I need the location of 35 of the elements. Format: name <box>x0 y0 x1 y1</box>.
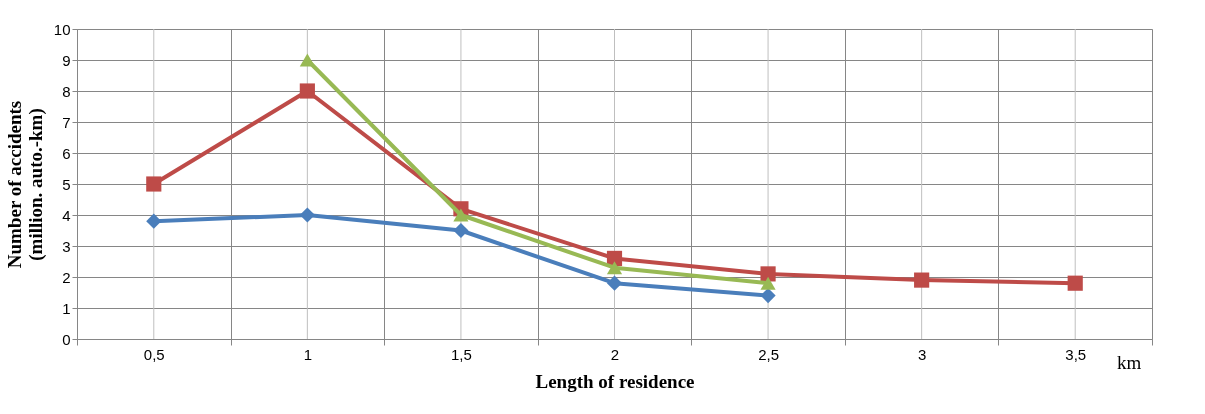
y-tick-label: 2 <box>62 268 71 286</box>
y-tick-label: 1 <box>62 299 71 317</box>
point <box>914 272 930 288</box>
point <box>453 208 469 222</box>
x-tick-label: 2 <box>610 345 620 363</box>
point <box>606 275 623 291</box>
x-axis-title: Length of residence <box>535 370 695 392</box>
point <box>1067 275 1083 291</box>
x-tick-label: 3,5 <box>1065 345 1087 363</box>
y-tick-label: 3 <box>62 237 71 255</box>
text: km <box>1117 352 1142 373</box>
x-tick-label: 0,5 <box>143 345 165 363</box>
point <box>146 176 162 192</box>
y-tick-label: 6 <box>62 144 71 162</box>
point <box>606 261 623 275</box>
point <box>299 207 315 223</box>
y-tick-label: 0 <box>62 330 71 348</box>
point <box>299 53 315 67</box>
point <box>760 266 776 282</box>
y-tick-label: 5 <box>62 175 71 193</box>
y-tick-label: 10 <box>53 20 71 38</box>
point <box>299 83 315 99</box>
point <box>453 222 469 239</box>
y-tick-label: 8 <box>62 82 71 100</box>
y-tick-label: 9 <box>62 51 71 69</box>
x-tick-label: 2,5 <box>758 345 779 363</box>
x-tick-label: 1,5 <box>451 345 472 363</box>
y-tick-label: 4 <box>62 206 71 224</box>
point <box>760 288 776 304</box>
y-tick-label: 7 <box>62 113 71 131</box>
x-tick-label: 1 <box>303 345 313 363</box>
y-axis-title: Number of accidents (million. auto.-km) <box>3 100 47 269</box>
point <box>760 276 776 290</box>
x-tick-label: 3 <box>917 345 927 363</box>
point <box>146 213 162 229</box>
